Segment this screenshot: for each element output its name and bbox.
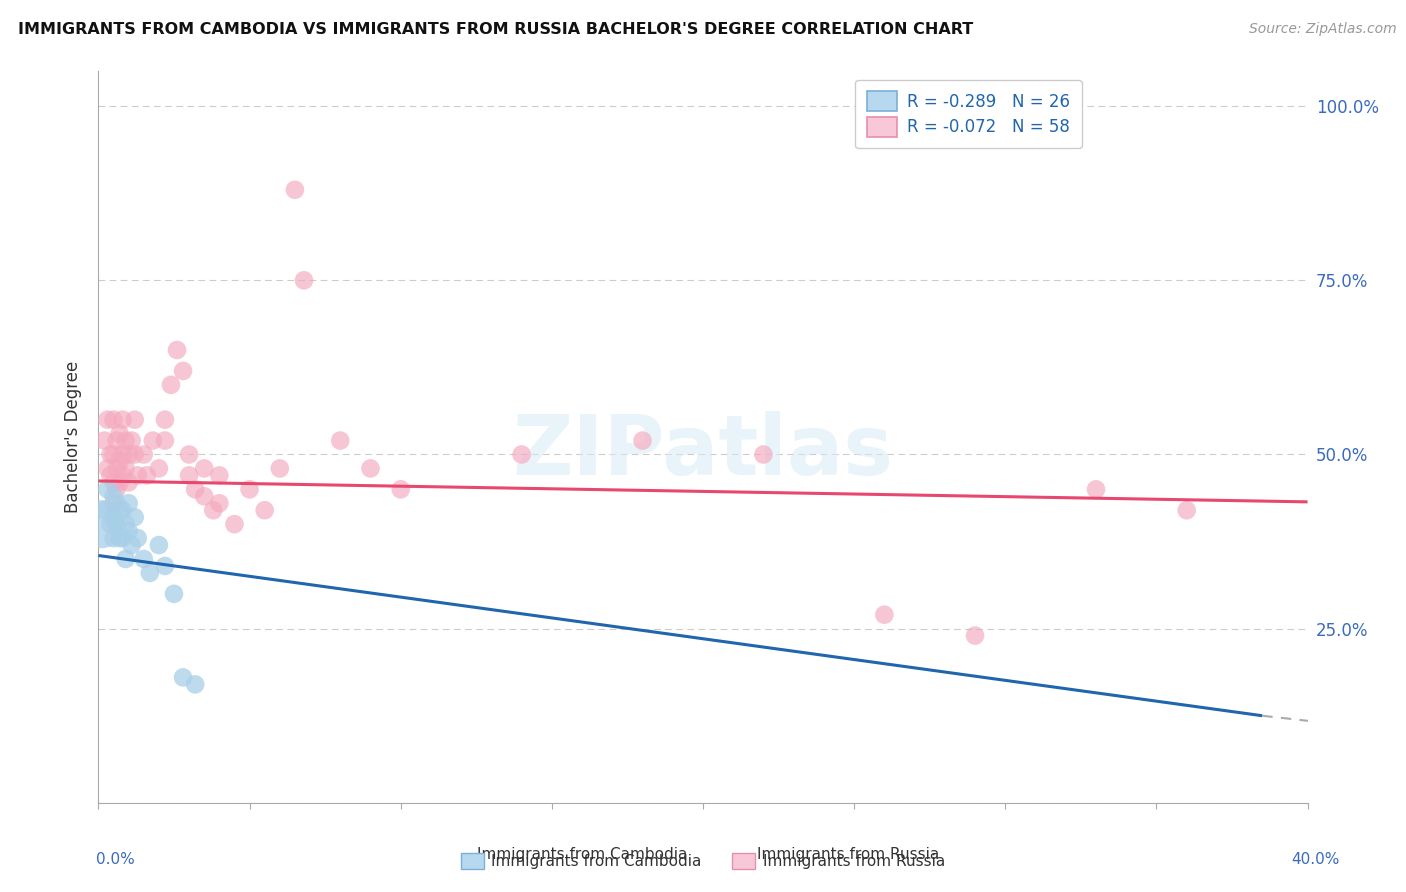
Point — [118, 475, 141, 490]
Point — [114, 461, 136, 475]
Point — [153, 434, 176, 448]
Point — [148, 538, 170, 552]
Point — [90, 517, 112, 532]
Point — [127, 468, 149, 483]
Point — [202, 503, 225, 517]
Text: 0.0%: 0.0% — [96, 852, 135, 867]
Point — [179, 468, 201, 483]
Point — [96, 483, 118, 497]
Point — [179, 448, 201, 462]
Point — [329, 434, 352, 448]
Point — [166, 343, 188, 357]
Point — [135, 468, 157, 483]
Y-axis label: Bachelor's Degree: Bachelor's Degree — [65, 361, 83, 513]
Text: ZIPatlas: ZIPatlas — [513, 411, 893, 492]
Point — [292, 273, 315, 287]
Point — [108, 503, 131, 517]
Point — [100, 468, 122, 483]
Point — [184, 677, 207, 691]
Point — [103, 475, 125, 490]
Point — [114, 434, 136, 448]
Point — [108, 475, 131, 490]
Point — [96, 412, 118, 426]
Point — [105, 461, 128, 475]
Point — [108, 454, 131, 468]
Point — [132, 552, 155, 566]
Point — [93, 503, 115, 517]
Point — [105, 483, 128, 497]
Point — [124, 510, 146, 524]
Point — [208, 468, 231, 483]
Point — [184, 483, 207, 497]
Point — [100, 448, 122, 462]
Point — [105, 496, 128, 510]
Point — [153, 412, 176, 426]
Point — [269, 461, 291, 475]
Point — [172, 364, 194, 378]
Point — [103, 489, 125, 503]
Point — [121, 538, 143, 552]
Point — [118, 524, 141, 538]
Point — [103, 448, 125, 462]
Point — [389, 483, 412, 497]
Legend: Immigrants from Cambodia, Immigrants from Russia: Immigrants from Cambodia, Immigrants fro… — [454, 847, 952, 875]
Point — [193, 461, 215, 475]
Point — [284, 183, 307, 197]
Point — [105, 517, 128, 532]
Point — [510, 448, 533, 462]
Point — [253, 503, 276, 517]
Point — [111, 448, 134, 462]
Point — [114, 552, 136, 566]
Point — [124, 448, 146, 462]
Point — [111, 503, 134, 517]
Point — [103, 412, 125, 426]
Point — [100, 517, 122, 532]
Point — [118, 448, 141, 462]
Point — [121, 434, 143, 448]
Text: Immigrants from Cambodia: Immigrants from Cambodia — [477, 847, 688, 862]
Point — [108, 531, 131, 545]
Point — [172, 670, 194, 684]
Point — [127, 531, 149, 545]
Point — [111, 468, 134, 483]
Point — [1175, 503, 1198, 517]
Point — [631, 434, 654, 448]
Point — [124, 412, 146, 426]
Point — [224, 517, 246, 532]
Text: Source: ZipAtlas.com: Source: ZipAtlas.com — [1249, 22, 1396, 37]
Point — [142, 434, 165, 448]
Point — [873, 607, 896, 622]
Point — [193, 489, 215, 503]
Point — [108, 426, 131, 441]
Point — [118, 496, 141, 510]
Point — [103, 531, 125, 545]
Point — [139, 566, 162, 580]
Point — [752, 448, 775, 462]
Point — [103, 496, 125, 510]
Point — [93, 434, 115, 448]
Point — [360, 461, 382, 475]
Point — [965, 629, 987, 643]
Point — [208, 496, 231, 510]
Point — [111, 531, 134, 545]
Text: IMMIGRANTS FROM CAMBODIA VS IMMIGRANTS FROM RUSSIA BACHELOR'S DEGREE CORRELATION: IMMIGRANTS FROM CAMBODIA VS IMMIGRANTS F… — [18, 22, 973, 37]
Point — [111, 412, 134, 426]
Point — [103, 510, 125, 524]
Point — [114, 517, 136, 532]
Point — [160, 377, 183, 392]
Point — [153, 558, 176, 573]
Text: Immigrants from Russia: Immigrants from Russia — [756, 847, 939, 862]
Point — [148, 461, 170, 475]
Point — [132, 448, 155, 462]
Point — [239, 483, 262, 497]
Point — [105, 434, 128, 448]
Text: 40.0%: 40.0% — [1292, 852, 1340, 867]
Point — [1085, 483, 1108, 497]
Legend: R = -0.289   N = 26, R = -0.072   N = 58: R = -0.289 N = 26, R = -0.072 N = 58 — [855, 79, 1081, 148]
Point — [96, 461, 118, 475]
Point — [163, 587, 186, 601]
